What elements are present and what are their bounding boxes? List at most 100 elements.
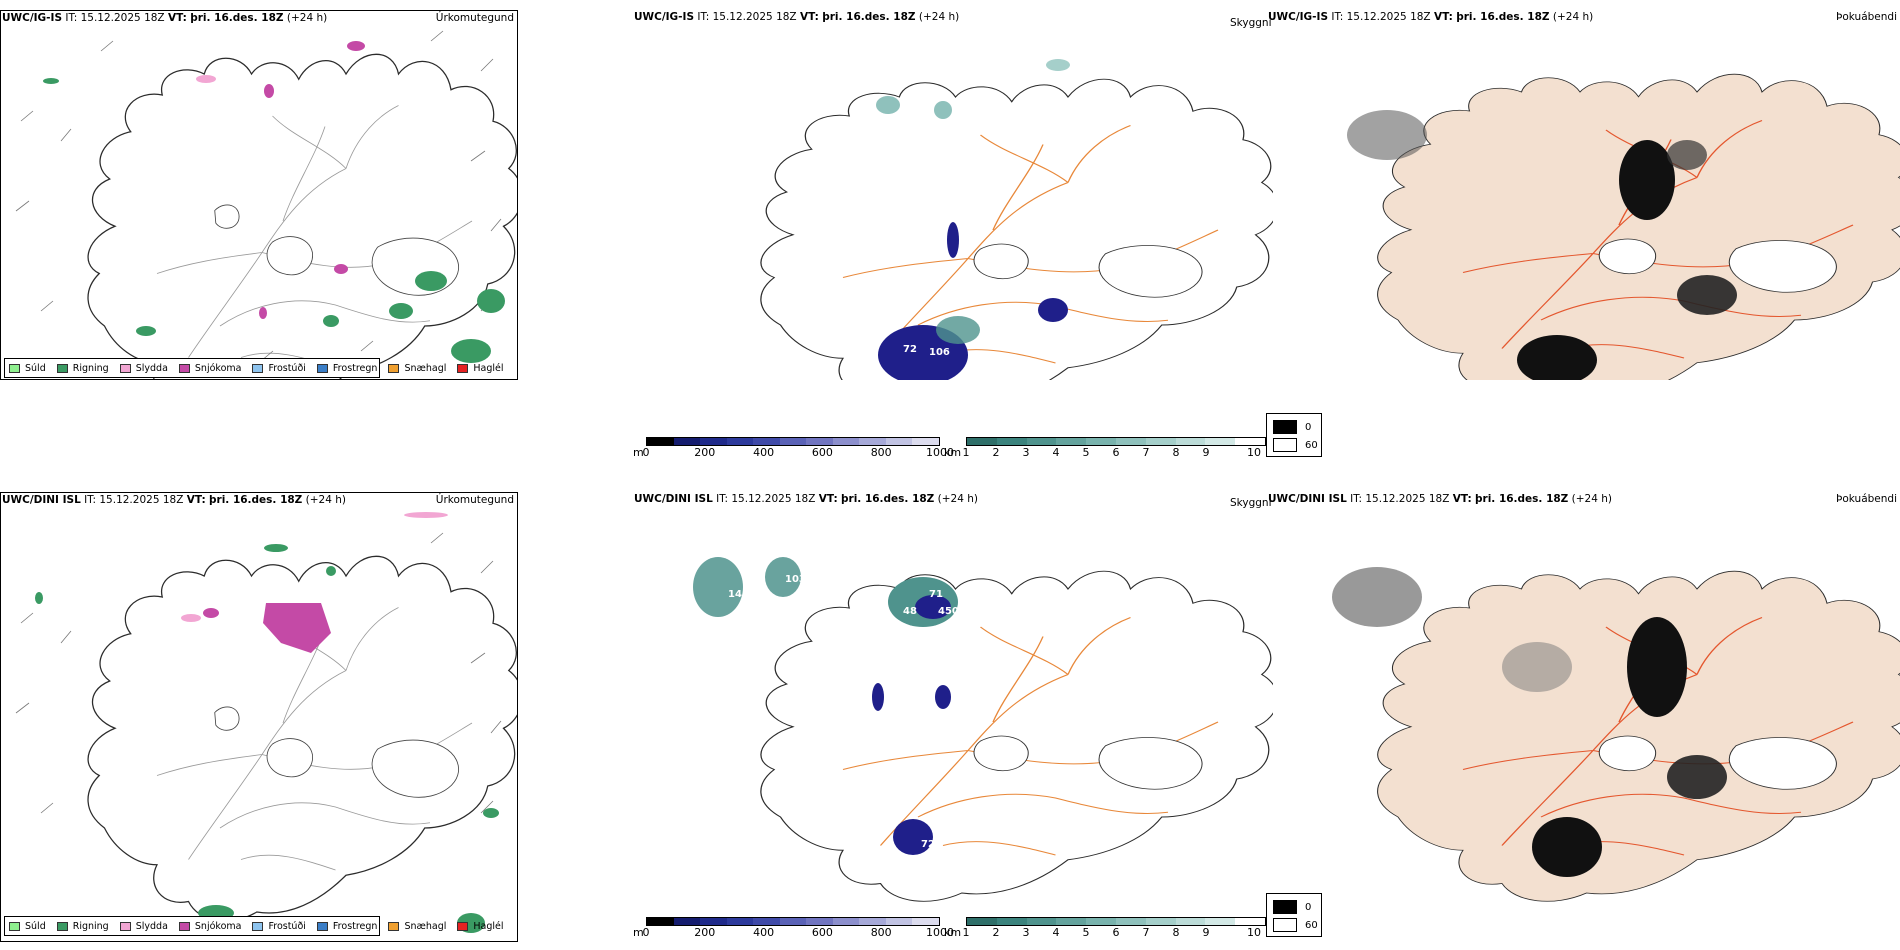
km-scale-tick: 9 [1202,446,1210,459]
legend-snjokoma: Snjókoma [178,363,241,374]
visibility-panel-dini: 103 14 48 71 450 28 33 72 UWC/DINI ISL I… [633,492,1273,922]
cloud-legend-black: 0 [1305,901,1312,913]
visibility-map-dini: 103 14 48 71 450 28 33 72 [693,557,1273,902]
km-scale-tick: 4 [1052,926,1060,939]
iceland-outline [1376,73,1900,380]
visibility-m-scale: m 0 200 400 600 800 1000 [633,437,954,459]
panel-title: Úrkomutegund [435,494,514,506]
vis-label: 48 [903,606,917,617]
km-scale-tick: 1 [962,446,970,459]
legend-slydda: Slydda [119,921,168,932]
km-scale-tick: 5 [1082,926,1090,939]
precip-map-dini [15,512,517,933]
snow-patches [196,41,365,319]
panel-title: Úrkomutegund [435,12,514,24]
visibility-map-ig: 72 106 83 107 66 [760,59,1273,380]
m-scale-cells [646,437,940,446]
rain-patches [43,78,505,363]
panel-title: Þokuábendi [1836,493,1897,505]
km-scale-tick: 8 [1172,446,1180,459]
panel-header: UWC/DINI ISL IT: 15.12.2025 18Z VT: þri.… [1268,493,1612,505]
cloud-legend-white: 60 [1305,919,1318,931]
m-scale-tick: 0 [642,926,650,939]
fog-areas [1347,110,1737,380]
vis-label: 72 [903,344,917,355]
km-scale-cells [966,917,1266,926]
m-scale-tick: 1000 [926,446,954,459]
m-scale-tick: 200 [694,446,716,459]
vis-label: 103 [785,574,806,585]
km-scale-tick: 7 [1142,446,1150,459]
m-scale-unit: m [633,926,644,939]
km-scale-unit: km [944,446,962,459]
km-scale-tick: 2 [992,446,1000,459]
km-scale-tick: 3 [1022,926,1030,939]
wind-barbs [15,532,502,814]
vis-label: 106 [929,347,950,358]
precip-map-ig [15,30,517,379]
visibility-km-scale: km 1 2 3 4 5 6 7 8 9 10 [944,917,1266,939]
legend-frostregn: Frostregn [316,921,377,932]
legend-frostregn: Frostregn [316,363,377,374]
low-visibility-areas [693,557,958,855]
vis-label: 72 [921,839,935,850]
km-scale-tick: 10 [1247,926,1261,939]
legend-rigning: Rigning [56,921,109,932]
panel-header: UWC/IG-IS IT: 15.12.2025 18Z VT: þri. 16… [634,11,960,23]
legend-slydda: Slydda [119,363,168,374]
panel-title: Skyggni [1230,17,1272,29]
fog-map-ig [1347,73,1900,380]
km-scale-tick: 4 [1052,446,1060,459]
iceland-outline [1376,570,1900,902]
vis-label: 33 [951,716,965,727]
cloud-legend: 0 60 [1266,893,1322,937]
m-scale-tick: 600 [811,446,833,459]
m-scale-tick: 800 [870,926,892,939]
km-scale-cells [966,437,1266,446]
legend-haglel: Haglél [457,363,504,374]
km-scale-tick: 8 [1172,926,1180,939]
precip-legend: Súld Rigning Slydda Snjókoma Frostúði Fr… [4,358,504,378]
legend-suld: Súld [9,921,46,932]
panel-header: UWC/DINI ISL IT: 15.12.2025 18Z VT: þri.… [634,493,978,505]
visibility-m-scale: m 0 200 400 600 800 1000 [633,917,954,939]
vis-label: 450 [938,606,959,617]
vis-label: 66 [1058,344,1072,355]
legend-snjokoma: Snjókoma [178,921,241,932]
m-scale-tick: 200 [694,926,716,939]
km-scale-tick: 6 [1112,446,1120,459]
legend-haglel: Haglél [457,921,504,932]
legend-suld: Súld [9,363,46,374]
fog-panel-dini: UWC/DINI ISL IT: 15.12.2025 18Z VT: þri.… [1267,492,1900,922]
m-scale-tick: 400 [753,446,775,459]
m-scale-cells [646,917,940,926]
cloud-legend-black: 0 [1305,421,1312,433]
m-scale-tick: 1000 [926,926,954,939]
m-scale-tick: 800 [870,446,892,459]
panel-title: Skyggni [1230,497,1272,509]
precip-panel-ig: UWC/IG-IS IT: 15.12.2025 18Z VT: þri. 16… [0,10,518,380]
vis-label: 71 [929,589,943,600]
low-visibility-areas [876,59,1070,380]
panel-title: Þokuábendi [1836,11,1897,23]
fog-map-dini [1332,567,1900,902]
precip-panel-dini: UWC/DINI ISL IT: 15.12.2025 18Z VT: þri.… [0,492,518,942]
m-scale-tick: 0 [642,446,650,459]
km-scale-tick: 5 [1082,446,1090,459]
panel-header: UWC/DINI ISL IT: 15.12.2025 18Z VT: þri.… [2,494,346,506]
vis-label: 14 [728,589,742,600]
km-scale-tick: 6 [1112,926,1120,939]
legend-frostudi: Frostúði [252,921,306,932]
panel-header: UWC/IG-IS IT: 15.12.2025 18Z VT: þri. 16… [2,12,328,24]
panel-header: UWC/IG-IS IT: 15.12.2025 18Z VT: þri. 16… [1268,11,1594,23]
fog-panel-ig: UWC/IG-IS IT: 15.12.2025 18Z VT: þri. 16… [1267,10,1900,380]
km-scale-tick: 7 [1142,926,1150,939]
iceland-outline [760,570,1273,902]
precip-legend: Súld Rigning Slydda Snjókoma Frostúði Fr… [4,916,504,936]
m-scale-tick: 600 [811,926,833,939]
legend-rigning: Rigning [56,363,109,374]
m-scale-unit: m [633,446,644,459]
km-scale-tick: 3 [1022,446,1030,459]
iceland-outline [760,78,1273,380]
visibility-km-scale: km 1 2 3 4 5 6 7 8 9 10 [944,437,1266,459]
